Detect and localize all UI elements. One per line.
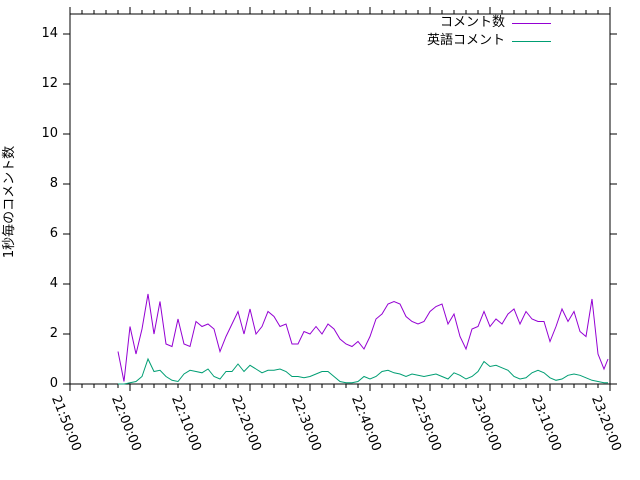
series-line-1 xyxy=(118,357,608,385)
legend-label-english-comments: 英語コメント xyxy=(426,33,505,48)
y-tick-label: 8 xyxy=(49,176,58,191)
legend-line-comments xyxy=(512,22,551,24)
series-line-0 xyxy=(117,293,609,382)
y-tick-label: 10 xyxy=(41,126,58,141)
y-tick-label: 2 xyxy=(49,326,58,341)
y-tick-label: 0 xyxy=(49,376,58,391)
y-axis-title: 1秒毎のコメント数 xyxy=(2,145,17,259)
y-tick-label: 4 xyxy=(49,276,58,291)
y-tick-label: 6 xyxy=(49,226,58,241)
legend-entry-comments: コメント数 xyxy=(440,15,551,31)
legend-line-english-comments xyxy=(512,40,551,42)
series-lines xyxy=(117,293,609,385)
y-tick-label: 14 xyxy=(41,26,58,41)
axis-ticks xyxy=(63,7,617,391)
y-tick-label: 12 xyxy=(41,76,58,91)
legend-entry-english-comments: 英語コメント xyxy=(427,33,551,49)
plot-border xyxy=(69,13,611,385)
legend-label-comments: コメント数 xyxy=(439,15,505,30)
